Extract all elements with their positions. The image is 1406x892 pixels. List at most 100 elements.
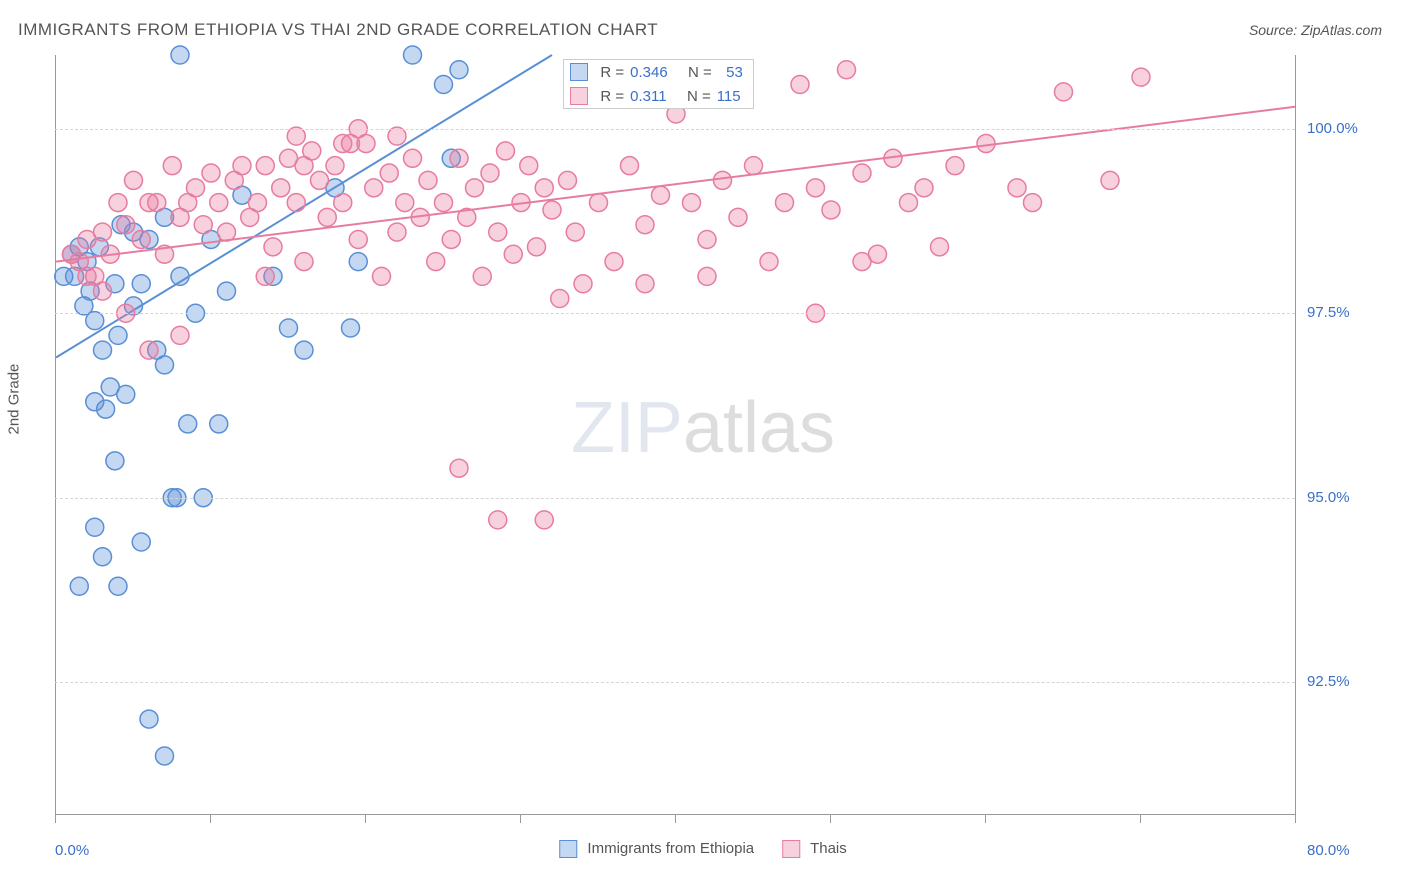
legend-label-1: Immigrants from Ethiopia [587,840,754,857]
legend: Immigrants from Ethiopia Thais [559,840,847,858]
data-point [489,223,507,241]
x-tick [1140,815,1141,823]
data-point [194,216,212,234]
data-point [280,319,298,337]
data-point [295,341,313,359]
data-point [334,194,352,212]
data-point [683,194,701,212]
data-point [435,76,453,94]
data-point [163,157,181,175]
data-point [450,61,468,79]
data-point [605,253,623,271]
x-tick [830,815,831,823]
data-point [404,46,422,64]
data-point [295,157,313,175]
data-point [117,216,135,234]
data-point [900,194,918,212]
data-point [729,208,747,226]
data-point [349,253,367,271]
gridline [55,498,1295,499]
data-point [117,385,135,403]
gridline [55,129,1295,130]
data-point [1024,194,1042,212]
stats-R-1: 0.346 [630,64,668,81]
data-point [946,157,964,175]
legend-item-2: Thais [782,840,847,858]
data-point [94,223,112,241]
legend-swatch-2 [782,840,800,858]
data-point [233,157,251,175]
data-point [636,216,654,234]
legend-swatch-1 [559,840,577,858]
gridline [55,682,1295,683]
data-point [419,171,437,189]
data-point [698,230,716,248]
data-point [210,415,228,433]
data-point [714,171,732,189]
data-point [109,194,127,212]
x-tick-label: 0.0% [55,842,89,859]
data-point [404,149,422,167]
x-tick [55,815,56,823]
data-point [326,157,344,175]
data-point [590,194,608,212]
data-point [489,511,507,529]
stats-box: R = 0.346 N = 53 R = 0.311 N = 115 [563,59,753,109]
data-point [249,194,267,212]
legend-label-2: Thais [810,840,847,857]
data-point [776,194,794,212]
data-point [70,577,88,595]
data-point [94,548,112,566]
data-point [396,194,414,212]
data-point [535,511,553,529]
data-point [481,164,499,182]
y-tick-label: 97.5% [1307,304,1350,321]
data-point [1101,171,1119,189]
data-point [264,238,282,256]
data-point [473,267,491,285]
data-point [218,282,236,300]
data-point [543,201,561,219]
data-point [931,238,949,256]
data-point [915,179,933,197]
data-point [435,194,453,212]
data-point [427,253,445,271]
stats-R-label-2: R = [600,88,624,105]
data-point [202,164,220,182]
data-point [559,171,577,189]
data-point [187,179,205,197]
data-point [380,164,398,182]
data-point [94,282,112,300]
data-point [574,275,592,293]
data-point [256,267,274,285]
stats-N-label-2: N = [687,88,711,105]
stats-N-1: 53 [718,64,743,81]
data-point [977,135,995,153]
stats-N-label: N = [688,64,712,81]
x-tick [520,815,521,823]
y-tick-label: 100.0% [1307,120,1358,137]
x-tick [1295,815,1296,823]
data-point [1132,68,1150,86]
data-point [745,157,763,175]
data-point [520,157,538,175]
data-point [450,149,468,167]
data-point [388,127,406,145]
data-point [256,157,274,175]
stats-row-2: R = 0.311 N = 115 [564,84,752,108]
data-point [109,326,127,344]
data-point [535,179,553,197]
data-point [86,312,104,330]
x-tick-label: 80.0% [1307,842,1350,859]
data-point [388,223,406,241]
data-point [109,577,127,595]
data-point [311,171,329,189]
data-point [97,400,115,418]
data-point [636,275,654,293]
data-point [171,46,189,64]
data-point [791,76,809,94]
data-point [132,533,150,551]
source-attribution: Source: ZipAtlas.com [1249,22,1382,38]
data-point [566,223,584,241]
data-point [334,135,352,153]
